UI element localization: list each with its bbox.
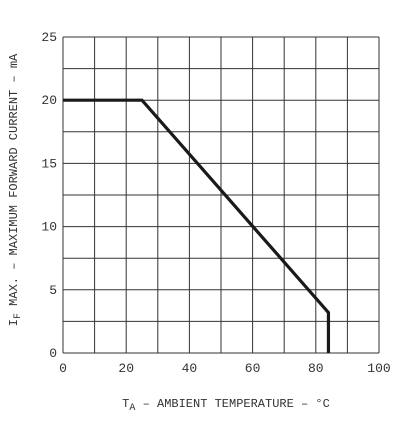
- y-axis-label: IF MAX. – MAXIMUM FORWARD CURRENT – mA: [7, 53, 24, 326]
- series-line: [63, 98, 331, 353]
- x-tick-label: 100: [367, 361, 390, 376]
- x-tick-label: 60: [245, 361, 261, 376]
- y-tick-label: 0: [49, 346, 57, 361]
- x-tick-label: 20: [118, 361, 134, 376]
- y-tick-label: 5: [49, 283, 57, 298]
- y-tick-label: 10: [41, 220, 57, 235]
- x-tick-label: 40: [182, 361, 198, 376]
- y-axis-label-prefix: I: [7, 319, 21, 326]
- x-axis-label-text: – AMBIENT TEMPERATURE – °C: [135, 397, 329, 411]
- y-tick-label: 15: [41, 156, 57, 171]
- x-tick-label: 0: [59, 361, 67, 376]
- y-axis-label-subscript: F: [13, 313, 24, 319]
- x-axis-label: TA – AMBIENT TEMPERATURE – °C: [122, 397, 330, 414]
- series-layer: [63, 98, 331, 353]
- y-tick-label: 25: [41, 30, 57, 45]
- y-axis-label-text: MAX. – MAXIMUM FORWARD CURRENT – mA: [7, 53, 21, 313]
- y-tick-label: 20: [41, 93, 57, 108]
- grid: [62, 36, 380, 354]
- x-axis-label-subscript: A: [129, 403, 135, 414]
- tick-labels: 0 20 40 60 80 100 0 5 10 15 20 25: [41, 30, 390, 376]
- x-axis-label-prefix: T: [122, 397, 129, 411]
- x-tick-label: 80: [308, 361, 324, 376]
